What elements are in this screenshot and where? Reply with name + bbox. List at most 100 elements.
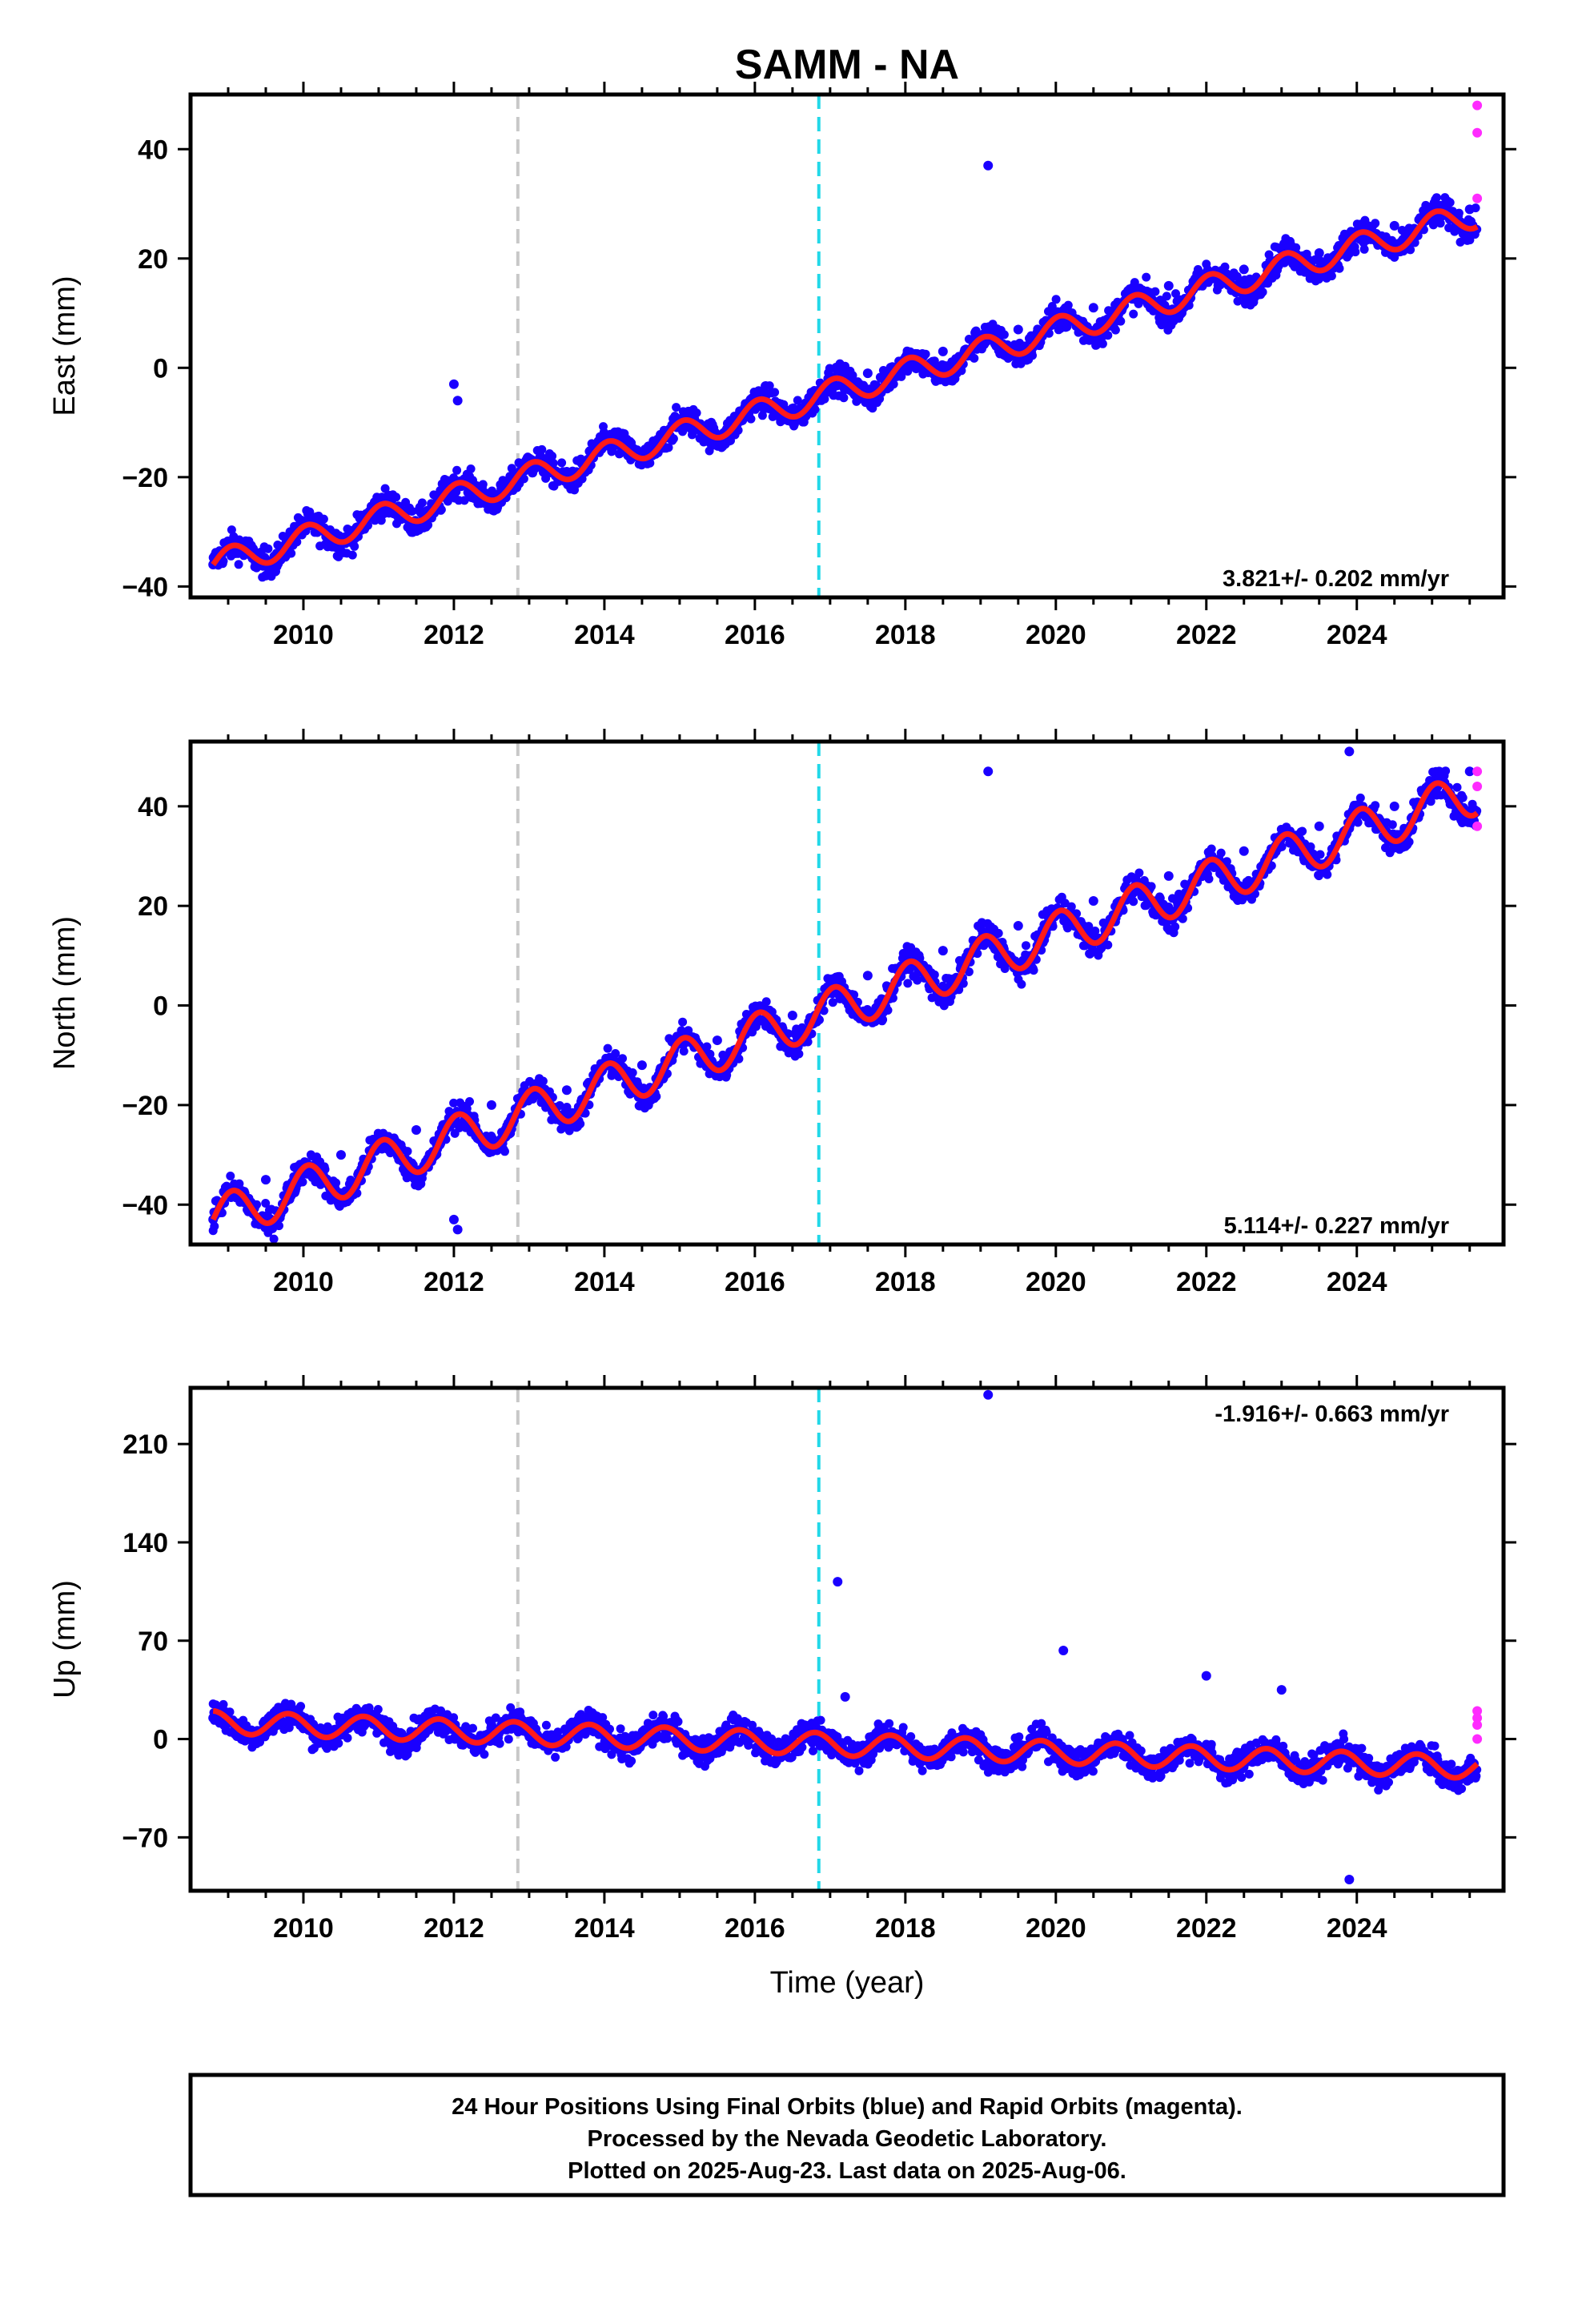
north-final-orbits-point xyxy=(331,1178,341,1188)
east-final-orbits-point xyxy=(391,493,401,502)
east-final-orbits-point xyxy=(810,404,820,414)
east-x-tick-label: 2022 xyxy=(1176,620,1237,650)
north-series-point xyxy=(983,766,994,777)
east-final-orbits-point xyxy=(1150,287,1160,296)
north-final-orbits-point xyxy=(449,1098,459,1108)
east-final-orbits-point xyxy=(548,458,558,468)
east-series-point xyxy=(561,467,572,476)
east-x-tick-label: 2020 xyxy=(1026,620,1086,650)
east-final-orbits-point xyxy=(436,505,446,514)
east-series-point xyxy=(260,570,271,581)
north-data xyxy=(208,746,1483,1244)
east-final-orbits-point xyxy=(1431,193,1441,203)
north-series-point xyxy=(1013,921,1023,931)
east-series-point xyxy=(1472,100,1483,111)
up-final-orbits-point xyxy=(343,1733,352,1743)
east-final-orbits-point xyxy=(1465,235,1475,245)
north-final-orbits-point xyxy=(226,1172,235,1180)
north-series-point xyxy=(561,1085,572,1096)
north-final-orbits-point xyxy=(761,997,771,1007)
north-panel: 2010 2012 2014 2016 2018 2020 2022 2024−40−2002… xyxy=(48,729,1516,1297)
north-series-point xyxy=(1088,895,1098,906)
north-series-point xyxy=(1314,821,1324,831)
up-final-orbits-point xyxy=(648,1711,658,1720)
east-final-orbits-series xyxy=(208,160,1475,581)
north-final-orbits-point xyxy=(618,1054,627,1063)
up-final-orbits-cloud xyxy=(208,1699,1482,1795)
north-series-point xyxy=(1389,801,1399,811)
east-final-orbits-point xyxy=(1335,263,1344,273)
north-final-orbits-point xyxy=(1129,897,1138,907)
north-series-point xyxy=(448,1214,459,1224)
east-panel: 2010 2012 2014 2016 2018 2020 2022 2024−40−2002… xyxy=(48,82,1516,650)
east-final-orbits-point xyxy=(1134,299,1143,308)
north-final-orbits-point xyxy=(1371,801,1380,810)
east-x-tick-label: 2018 xyxy=(875,620,936,650)
north-x-tick-label: 2014 xyxy=(574,1267,635,1297)
north-final-orbits-point xyxy=(298,1177,307,1187)
north-series-point xyxy=(486,1100,496,1110)
east-series-point xyxy=(1472,127,1483,138)
north-final-orbits-point xyxy=(1066,902,1076,911)
east-final-orbits-point xyxy=(1428,220,1438,230)
north-final-orbits-point xyxy=(603,1043,612,1053)
up-final-orbits-point xyxy=(495,1739,504,1748)
east-series-point xyxy=(1472,193,1483,203)
north-final-orbits-point xyxy=(320,1164,330,1174)
east-final-orbits-point xyxy=(466,464,476,473)
up-final-orbits-point xyxy=(480,1750,489,1759)
east-final-orbits-point xyxy=(557,458,567,468)
north-x-tick-label: 2018 xyxy=(875,1267,936,1297)
east-final-orbits-point xyxy=(347,550,357,560)
north-series-point xyxy=(1472,781,1483,791)
north-final-orbits-point xyxy=(1353,818,1363,827)
north-final-orbits-cloud xyxy=(208,766,1482,1244)
up-final-orbits-point xyxy=(296,1702,306,1711)
east-final-orbits-point xyxy=(672,403,681,412)
east-final-orbits-point xyxy=(478,480,488,489)
north-final-orbits-point xyxy=(1216,848,1226,858)
north-final-orbits-point xyxy=(1103,940,1113,950)
north-series-point xyxy=(260,1175,271,1185)
east-final-orbits-point xyxy=(370,516,379,525)
north-final-orbits-point xyxy=(1178,914,1187,923)
east-final-orbits-point xyxy=(1435,219,1445,228)
north-final-orbits-point xyxy=(1022,941,1030,951)
north-final-orbits-point xyxy=(913,975,922,985)
east-final-orbits-point xyxy=(219,557,228,566)
east-x-tick-label: 2014 xyxy=(574,620,635,650)
north-final-orbits-point xyxy=(878,1015,888,1024)
east-final-orbits-point xyxy=(1063,300,1073,310)
east-final-orbits-point xyxy=(1264,250,1274,259)
east-final-orbits-point xyxy=(793,396,802,405)
east-rate-label: 3.821+/- 0.202 mm/yr xyxy=(1223,566,1449,592)
east-final-orbits-point xyxy=(227,525,236,535)
north-final-orbits-point xyxy=(1387,820,1397,830)
east-final-orbits-point xyxy=(1028,351,1037,360)
east-x-tick-label: 2010 xyxy=(273,620,334,650)
up-data xyxy=(208,1389,1483,1884)
east-final-orbits-point xyxy=(970,353,979,363)
up-final-orbits-point xyxy=(627,1756,636,1766)
north-y-tick-label: −20 xyxy=(122,1091,168,1121)
east-final-orbits-point xyxy=(519,474,528,484)
north-final-orbits-point xyxy=(465,1097,474,1106)
north-x-tick-label: 2022 xyxy=(1176,1267,1237,1297)
east-series-point xyxy=(1013,324,1023,335)
north-final-orbits-point xyxy=(883,1006,893,1015)
east-final-orbits-point xyxy=(1233,296,1243,306)
north-x-tick-label: 2012 xyxy=(424,1267,484,1297)
up-final-orbits-point xyxy=(616,1724,625,1734)
east-final-orbits-point xyxy=(452,465,462,475)
north-final-orbits-point xyxy=(903,979,913,988)
north-series-point xyxy=(787,1010,797,1020)
east-final-orbits-point xyxy=(263,544,273,553)
up-final-orbits-point xyxy=(468,1723,477,1733)
east-final-orbits-point xyxy=(999,330,1009,340)
east-y-tick-label: 40 xyxy=(138,135,168,165)
east-final-orbits-point xyxy=(1220,262,1230,271)
east-series-point xyxy=(1239,264,1249,275)
east-final-orbits-point xyxy=(1051,295,1061,304)
north-final-orbits-point xyxy=(555,1101,564,1110)
north-final-orbits-point xyxy=(611,1049,620,1058)
